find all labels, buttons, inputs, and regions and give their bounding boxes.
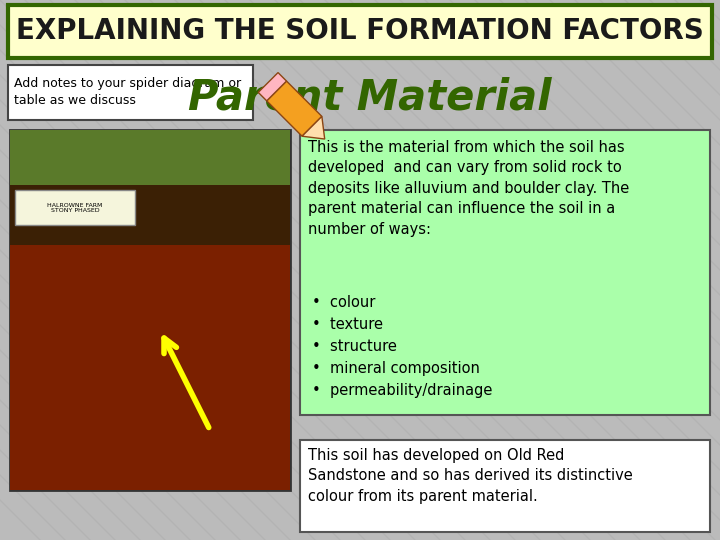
FancyBboxPatch shape (300, 440, 710, 532)
FancyBboxPatch shape (10, 245, 290, 490)
Text: •  permeability/drainage: • permeability/drainage (312, 383, 492, 398)
FancyBboxPatch shape (10, 130, 290, 185)
Text: EXPLAINING THE SOIL FORMATION FACTORS: EXPLAINING THE SOIL FORMATION FACTORS (16, 17, 703, 45)
Text: •  texture: • texture (312, 317, 383, 332)
Text: This is the material from which the soil has
developed  and can vary from solid : This is the material from which the soil… (308, 140, 629, 237)
FancyBboxPatch shape (300, 130, 710, 415)
FancyBboxPatch shape (8, 5, 712, 58)
Text: •  structure: • structure (312, 339, 397, 354)
FancyBboxPatch shape (10, 130, 290, 490)
Text: HALROWNE FARM
STONY PHASED: HALROWNE FARM STONY PHASED (48, 202, 103, 213)
Text: This soil has developed on Old Red
Sandstone and so has derived its distinctive
: This soil has developed on Old Red Sands… (308, 448, 633, 504)
FancyBboxPatch shape (10, 185, 290, 245)
Polygon shape (258, 72, 287, 101)
FancyBboxPatch shape (15, 190, 135, 225)
Text: Add notes to your spider diagram or
table as we discuss: Add notes to your spider diagram or tabl… (14, 77, 241, 107)
Polygon shape (266, 81, 322, 136)
FancyBboxPatch shape (8, 65, 253, 120)
Text: •  colour: • colour (312, 295, 375, 310)
Text: Parent Material: Parent Material (188, 76, 552, 118)
Text: •  mineral composition: • mineral composition (312, 361, 480, 376)
Polygon shape (302, 117, 325, 139)
